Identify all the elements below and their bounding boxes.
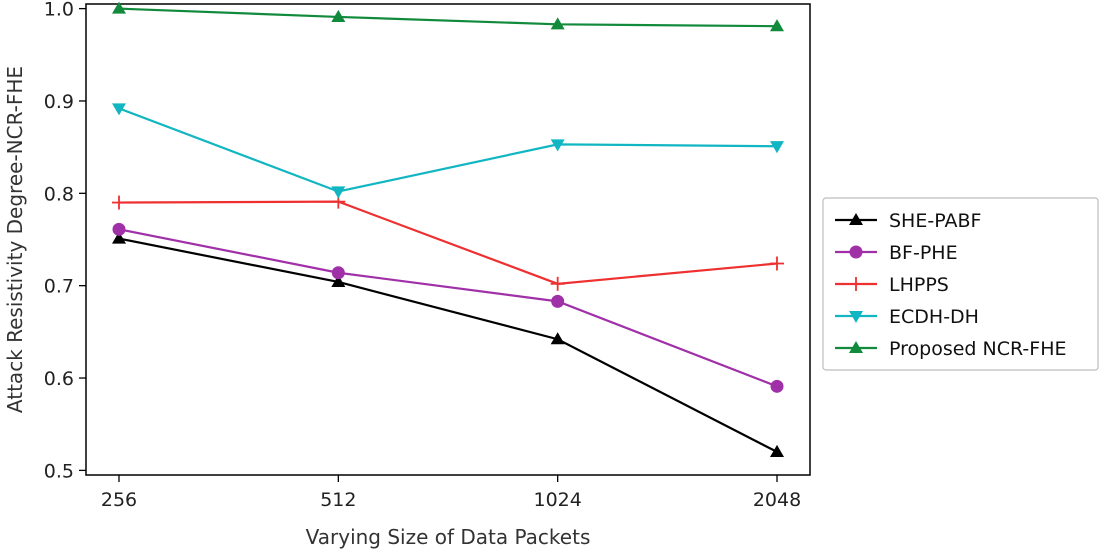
series-line <box>118 107 778 193</box>
data-point <box>112 231 126 244</box>
data-point <box>112 1 126 14</box>
data-point <box>331 9 346 22</box>
series-proposed-ncr-fhe <box>112 1 784 32</box>
data-point <box>550 139 565 152</box>
legend-label: Proposed NCR-FHE <box>889 338 1067 360</box>
series-she-pabf <box>112 231 784 457</box>
series-line <box>118 7 778 28</box>
legend-item: ECDH-DH <box>835 306 979 328</box>
data-point <box>770 256 784 271</box>
series-line <box>118 228 778 388</box>
legend: SHE-PABF BF-PHE LHPPS ECDH-DH Proposed NCR-F… <box>822 197 1099 371</box>
data-point <box>112 195 126 210</box>
data-point <box>550 276 565 291</box>
data-point <box>849 213 863 226</box>
series-lhpps <box>112 194 784 291</box>
plot-frame <box>85 3 811 476</box>
series-ecdh-dh <box>112 103 784 199</box>
data-point <box>849 310 863 323</box>
data-point <box>550 17 565 30</box>
legend-item: LHPPS <box>835 274 949 296</box>
legend-label: BF-PHE <box>889 242 958 264</box>
legend-label: SHE-PABF <box>889 210 981 232</box>
data-point <box>770 141 784 154</box>
data-point <box>331 274 346 288</box>
x-tick-label: 2048 <box>753 489 801 511</box>
data-point <box>550 332 565 345</box>
data-point <box>112 222 126 236</box>
legend-item: Proposed NCR-FHE <box>835 338 1067 360</box>
legend-label: ECDH-DH <box>889 306 979 328</box>
y-tick-label: 1.0 <box>44 0 74 21</box>
plot-area <box>85 1 811 476</box>
data-point <box>849 277 863 291</box>
series-group <box>112 1 784 457</box>
x-tick-label: 256 <box>101 489 137 511</box>
data-point <box>551 294 565 308</box>
legend-label: LHPPS <box>889 274 949 296</box>
y-tick-label: 0.7 <box>44 276 74 298</box>
y-axis-label: Attack Resistivity Degree-NCR-FHE <box>3 66 27 413</box>
legend-box <box>822 197 1099 371</box>
series-line <box>118 237 778 453</box>
x-tick-label: 1024 <box>533 489 581 511</box>
data-point <box>849 341 863 354</box>
x-axis-label: Varying Size of Data Packets <box>306 525 591 549</box>
legend-item: BF-PHE <box>835 242 958 264</box>
data-point <box>849 245 863 259</box>
y-tick-label: 0.9 <box>44 91 74 113</box>
y-tick-label: 0.8 <box>44 183 74 205</box>
x-axis: 256 512 1024 2048 <box>101 475 801 511</box>
data-point <box>770 19 784 32</box>
x-tick-label: 512 <box>320 489 356 511</box>
y-tick-label: 0.6 <box>44 368 74 390</box>
data-point <box>770 379 784 393</box>
legend-items: SHE-PABF BF-PHE LHPPS ECDH-DH Proposed NCR-F… <box>835 210 1067 360</box>
data-point <box>331 186 346 199</box>
y-axis: 0.5 0.6 0.7 0.8 0.9 1.0 <box>44 0 86 482</box>
data-point <box>331 266 345 280</box>
series-bf-phe <box>112 222 784 393</box>
data-point <box>112 103 126 116</box>
data-point <box>770 444 784 457</box>
legend-item: SHE-PABF <box>835 210 981 232</box>
series-line <box>118 200 778 285</box>
y-tick-label: 0.5 <box>44 460 74 482</box>
